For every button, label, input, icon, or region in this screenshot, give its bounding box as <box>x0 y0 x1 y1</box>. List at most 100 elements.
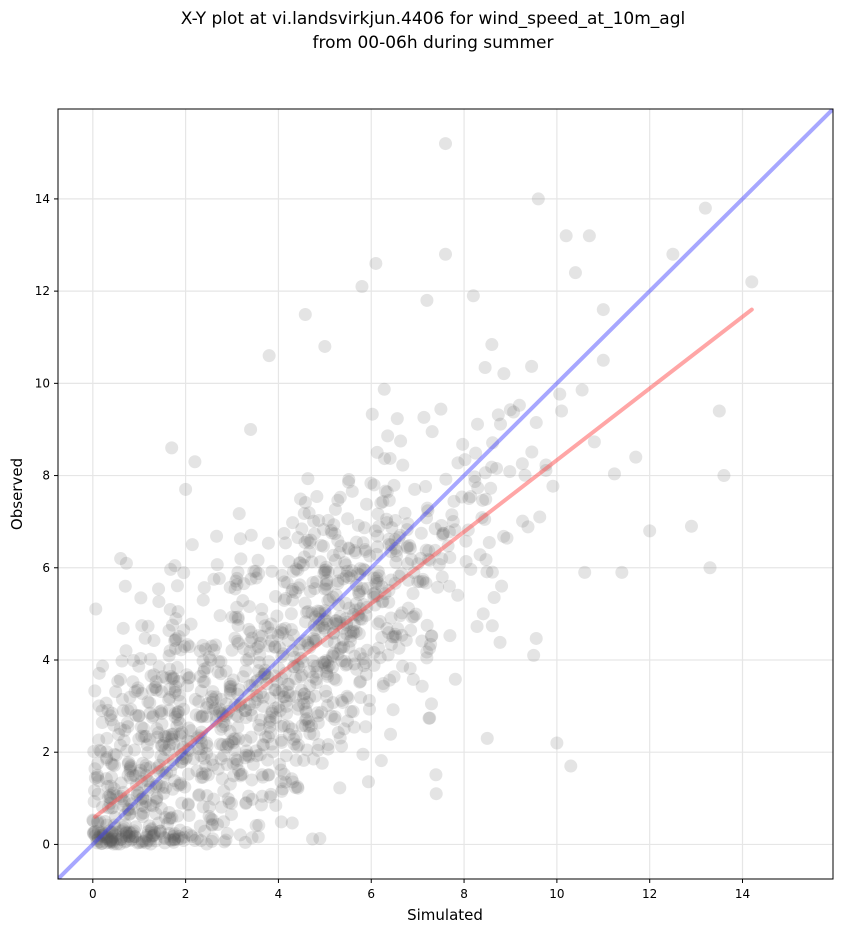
data-point <box>308 582 322 596</box>
data-point <box>149 675 163 689</box>
data-point <box>276 647 290 661</box>
data-point <box>340 657 354 671</box>
data-point <box>88 684 102 698</box>
data-point <box>197 751 211 765</box>
data-point <box>96 826 110 840</box>
data-point <box>219 740 233 754</box>
data-point <box>320 614 334 628</box>
data-point <box>251 640 265 654</box>
data-point <box>255 670 269 684</box>
data-point <box>388 513 402 527</box>
data-point <box>97 827 111 841</box>
data-point <box>313 555 327 569</box>
data-point <box>236 594 250 608</box>
data-point <box>229 574 243 588</box>
data-point <box>306 654 320 668</box>
data-point <box>403 539 417 553</box>
data-point <box>143 706 157 720</box>
data-point <box>371 617 385 631</box>
data-point <box>118 723 132 737</box>
data-point <box>224 808 238 822</box>
data-point <box>217 815 231 829</box>
data-point <box>291 531 305 545</box>
data-point <box>466 289 480 303</box>
data-point <box>318 606 332 620</box>
data-point <box>378 452 392 466</box>
data-point <box>175 831 189 845</box>
data-point <box>351 518 365 532</box>
data-point <box>490 461 504 475</box>
data-point <box>239 711 253 725</box>
data-point <box>250 673 264 687</box>
data-point <box>353 562 367 576</box>
data-point <box>163 811 177 825</box>
data-point <box>167 833 181 847</box>
data-point <box>698 201 712 215</box>
data-point <box>149 834 163 848</box>
data-point <box>344 705 358 719</box>
data-point <box>285 772 299 786</box>
data-point <box>179 825 193 839</box>
data-point <box>220 758 234 772</box>
data-point <box>253 748 267 762</box>
data-point <box>120 716 134 730</box>
data-point <box>243 679 257 693</box>
data-point <box>87 827 101 841</box>
data-point <box>225 734 239 748</box>
data-point <box>232 763 246 777</box>
data-point <box>291 780 305 794</box>
data-point <box>182 721 196 735</box>
data-point <box>485 460 499 474</box>
data-point <box>281 677 295 691</box>
data-point <box>313 831 327 845</box>
data-point <box>205 639 219 653</box>
data-point <box>383 451 397 465</box>
data-point <box>91 830 105 844</box>
data-point <box>258 619 272 633</box>
data-point <box>336 695 350 709</box>
data-point <box>173 823 187 837</box>
data-point <box>322 659 336 673</box>
data-point <box>299 702 313 716</box>
data-point <box>181 797 195 811</box>
data-point <box>315 619 329 633</box>
data-point <box>140 829 154 843</box>
data-point <box>308 610 322 624</box>
data-point <box>429 768 443 782</box>
data-point <box>387 478 401 492</box>
data-point <box>329 673 343 687</box>
data-point <box>90 836 104 850</box>
data-point <box>117 734 131 748</box>
data-point <box>274 733 288 747</box>
data-point <box>331 726 345 740</box>
data-point <box>252 655 266 669</box>
data-point <box>122 807 136 821</box>
data-point <box>358 563 372 577</box>
data-point <box>217 749 231 763</box>
data-point <box>221 737 235 751</box>
data-point <box>119 829 133 843</box>
data-point <box>196 770 210 784</box>
data-point <box>89 602 103 616</box>
data-point <box>171 809 185 823</box>
x-tick-label: 10 <box>549 887 564 901</box>
data-point <box>126 768 140 782</box>
data-point <box>230 578 244 592</box>
data-point <box>712 404 726 418</box>
data-point <box>261 768 275 782</box>
data-point <box>141 695 155 709</box>
data-point <box>134 720 148 734</box>
data-point <box>142 819 156 833</box>
data-point <box>95 704 109 718</box>
data-point <box>243 644 257 658</box>
data-point <box>294 683 308 697</box>
data-point <box>442 525 456 539</box>
data-point <box>207 643 221 657</box>
data-point <box>197 662 211 676</box>
data-point <box>295 668 309 682</box>
x-tick-label: 6 <box>367 887 375 901</box>
data-point <box>321 699 335 713</box>
data-point <box>415 679 429 693</box>
data-point <box>136 810 150 824</box>
